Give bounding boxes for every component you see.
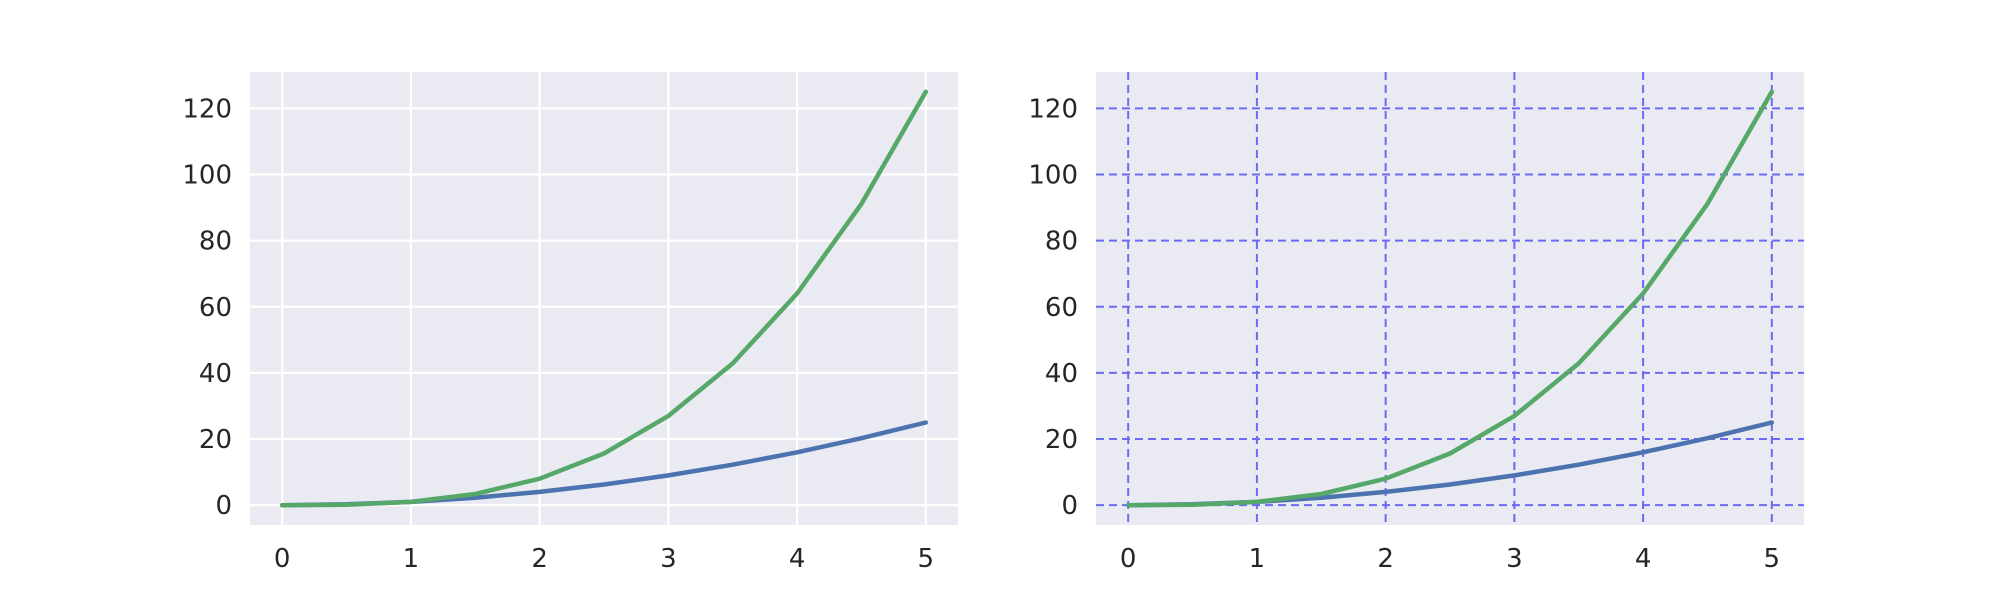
y-tick-label: 60 [199, 293, 232, 323]
y-tick-label: 80 [1045, 227, 1078, 257]
y-tick-label: 0 [1061, 491, 1078, 521]
chart-panel-right: 0 1 2 3 4 5 0 20 40 60 80 100 120 [1028, 72, 1804, 574]
plot-area [1096, 72, 1804, 525]
x-tick-label: 1 [1249, 544, 1266, 574]
y-tick-label: 40 [1045, 359, 1078, 389]
x-tick-label: 3 [660, 544, 677, 574]
x-tick-label: 2 [531, 544, 548, 574]
y-tick-label: 120 [182, 94, 232, 124]
x-tick-label: 0 [274, 544, 291, 574]
y-tick-label: 100 [1028, 161, 1078, 191]
y-tick-label: 20 [199, 425, 232, 455]
y-tick-label: 100 [182, 161, 232, 191]
series-line-2 [279, 89, 929, 508]
y-tick-label: 0 [215, 491, 232, 521]
x-tick-label: 2 [1377, 544, 1394, 574]
y-tick-label: 120 [1028, 94, 1078, 124]
x-tick-label: 1 [403, 544, 420, 574]
y-tick-label: 80 [199, 227, 232, 257]
x-tick-label: 5 [1764, 544, 1781, 574]
y-tick-label: 20 [1045, 425, 1078, 455]
x-tick-label: 4 [1635, 544, 1652, 574]
x-tick-label: 0 [1120, 544, 1137, 574]
series-line-2 [1125, 89, 1775, 508]
x-tick-label: 4 [789, 544, 806, 574]
plot-area [250, 72, 958, 525]
x-tick-label: 3 [1506, 544, 1523, 574]
chart-panel-left: 0 1 2 3 4 5 0 20 40 60 80 100 120 [182, 72, 958, 574]
x-tick-label: 5 [918, 544, 935, 574]
y-tick-label: 60 [1045, 293, 1078, 323]
y-tick-label: 40 [199, 359, 232, 389]
